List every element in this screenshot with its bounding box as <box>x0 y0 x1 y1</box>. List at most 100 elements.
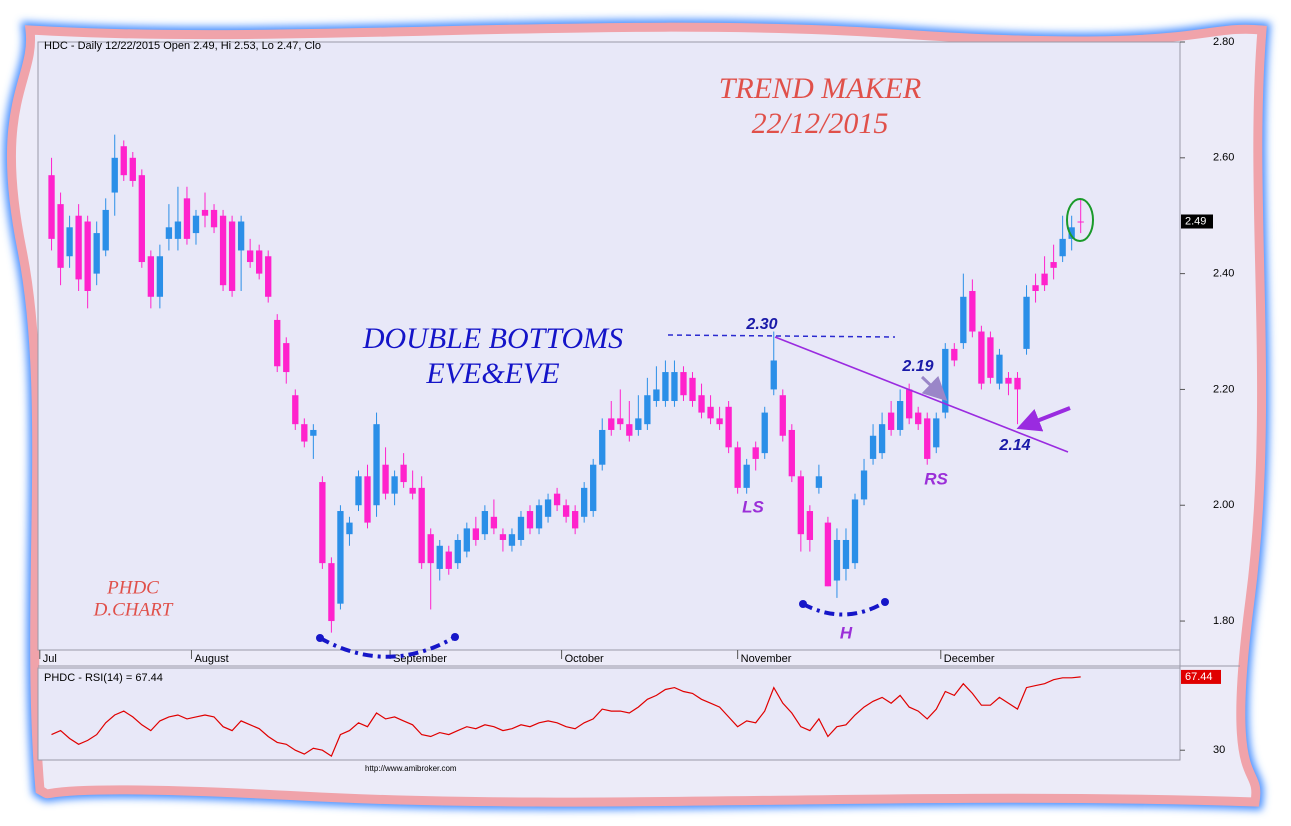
candle-body <box>1077 221 1084 223</box>
arc-end <box>881 598 889 606</box>
candle-body <box>662 372 669 402</box>
candle-body <box>111 157 118 193</box>
candle-body <box>364 476 371 523</box>
annotation: H <box>840 623 853 642</box>
annotation: 22/12/2015 <box>752 107 889 140</box>
candle-body <box>581 487 588 517</box>
annotation: PHDC <box>106 577 159 598</box>
candle-body <box>328 563 335 622</box>
candle-body <box>1014 377 1021 390</box>
x-tick-label: October <box>565 653 604 665</box>
candle-body <box>608 418 615 430</box>
candle-body <box>770 360 777 390</box>
candle-body <box>1068 227 1075 239</box>
candle-body <box>436 545 443 569</box>
candle-body <box>869 435 877 459</box>
candle-body <box>562 505 570 517</box>
resistance-line <box>667 334 896 338</box>
rsi-panel <box>37 667 1181 761</box>
x-tick-label: September <box>393 653 447 665</box>
candle-body <box>788 429 795 477</box>
candle-body <box>689 377 696 402</box>
arc-end <box>316 634 324 642</box>
candle-body <box>987 337 994 378</box>
candle-body <box>481 511 489 535</box>
candle-body <box>752 447 759 459</box>
rsi-line <box>51 676 1081 757</box>
candle-body <box>743 464 750 488</box>
candle-body <box>463 528 470 552</box>
candle-body <box>978 331 985 384</box>
candle-body <box>960 296 967 344</box>
candle-body <box>283 343 290 373</box>
candle-body <box>265 256 272 297</box>
candle-body <box>183 198 191 239</box>
candle-body <box>806 511 814 540</box>
candle-body <box>906 389 913 419</box>
candle-body <box>66 227 73 257</box>
candle-body <box>590 464 597 512</box>
candle-body <box>382 464 389 494</box>
candle-body <box>427 534 434 564</box>
candle-body <box>860 470 868 500</box>
candle-body <box>391 476 398 494</box>
candle-body <box>409 487 416 494</box>
candle-body <box>716 418 723 425</box>
candle-body <box>490 516 498 529</box>
candle-body <box>635 418 642 430</box>
candle-body <box>237 221 245 251</box>
candle-body <box>256 250 263 274</box>
candle-body <box>1023 296 1030 349</box>
candle-body <box>725 406 732 448</box>
candle-body <box>400 464 407 483</box>
candle-body <box>707 406 714 419</box>
arc-end <box>451 633 459 641</box>
candle-body <box>924 418 931 459</box>
candle-body <box>129 157 136 181</box>
last-price-box <box>1181 214 1213 229</box>
candle-body <box>174 221 182 239</box>
y-tick-label: 2.00 <box>1213 499 1234 511</box>
candle-body <box>878 424 886 454</box>
candle-body <box>120 146 127 176</box>
candle-body <box>472 528 480 540</box>
candle-body <box>445 551 452 569</box>
candle-body <box>851 499 859 564</box>
candle-body <box>1041 273 1048 286</box>
candle-body <box>698 395 705 413</box>
candle-body <box>165 227 173 239</box>
arrow <box>920 375 948 402</box>
bottom-arc <box>802 600 887 617</box>
candle-body <box>337 511 344 604</box>
annotation: 2.14 <box>998 437 1030 454</box>
candle-body <box>842 539 850 569</box>
candle-body <box>915 412 922 425</box>
candle-body <box>617 418 624 425</box>
rsi-label: PHDC - RSI(14) = 67.44 <box>44 672 163 684</box>
candle-body <box>779 395 786 436</box>
x-tick-label: December <box>944 653 995 665</box>
bottom-arc <box>319 635 457 659</box>
candle-body <box>102 209 109 251</box>
candle-body <box>544 499 552 517</box>
candle-body <box>571 511 579 529</box>
x-tick-label: Jul <box>43 653 57 665</box>
neckline <box>774 336 1069 453</box>
candle-body <box>797 476 804 535</box>
candle-body <box>1059 238 1066 257</box>
annotation: TREND MAKER <box>719 72 922 105</box>
candle-body <box>644 395 651 425</box>
candle-body <box>933 418 940 448</box>
candle-body <box>138 175 145 263</box>
candle-body <box>346 522 353 535</box>
candle-body <box>201 209 209 216</box>
candle-body <box>292 395 299 425</box>
candle-body <box>887 412 895 430</box>
last-price: 2.49 <box>1185 215 1206 227</box>
candle-body <box>517 516 525 540</box>
candle-body <box>156 256 164 297</box>
source: http://www.amibroker.com <box>365 764 457 773</box>
y-tick-label: 2.60 <box>1213 152 1234 164</box>
chart-header: HDC - Daily 12/22/2015 Open 2.49, Hi 2.5… <box>44 40 321 52</box>
